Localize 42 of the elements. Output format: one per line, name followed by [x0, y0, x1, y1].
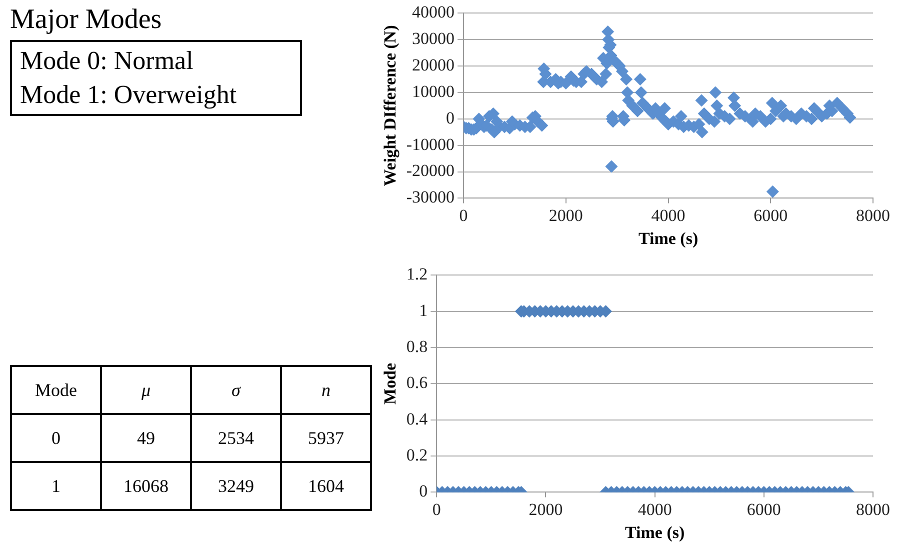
text: Mode 1: Overweight: [20, 79, 238, 111]
y-tick-label: -20000: [406, 161, 455, 180]
x-tick-label: 6000: [754, 206, 788, 225]
x-tick-label: 0: [459, 206, 468, 225]
data-label: 2534: [191, 414, 281, 462]
y-tick-label: 0.6: [406, 373, 428, 392]
y-tick-label: 1: [419, 300, 428, 320]
text: Mode 0: Normal: [20, 45, 194, 77]
y-tick-label: 0.2: [406, 446, 428, 464]
x-tick-label: 4000: [651, 206, 686, 225]
x-axis-title: Time (s): [638, 229, 698, 248]
x-tick-label: 8000: [856, 500, 890, 519]
y-tick-label: -30000: [406, 188, 455, 207]
data-label: 1604: [281, 462, 371, 510]
x-axis-title: Time (s): [624, 523, 685, 542]
x-tick-label: 8000: [856, 206, 890, 225]
x-tick-label: 2000: [548, 206, 583, 225]
data-label: 16068: [101, 462, 191, 510]
text: Major Modes: [10, 4, 163, 36]
x-tick-label: 2000: [528, 500, 563, 519]
x-tick-label: n: [281, 366, 371, 414]
y-tick-label: 0.4: [406, 409, 428, 428]
y-axis-title: Mode: [380, 362, 400, 404]
y-axis-title: Mode: [11, 366, 101, 414]
x-tick-label: 4000: [638, 500, 672, 519]
data-label: 49: [101, 414, 191, 462]
y-tick-label: -10000: [406, 134, 455, 154]
y-tick-label: 0: [446, 108, 455, 128]
y-tick-label: 10000: [412, 82, 455, 101]
x-tick-label: σ: [191, 366, 281, 414]
y-tick-label: 1.2: [406, 264, 428, 284]
y-tick-label: 20000: [412, 56, 455, 75]
data-label: 5937: [281, 414, 371, 462]
x-tick-label: μ: [101, 366, 191, 414]
y-tick-label: 40000: [412, 2, 455, 22]
y-tick-label: 30000: [412, 29, 455, 48]
data-label: 3249: [191, 462, 281, 510]
y-tick-label: 0: [419, 482, 428, 501]
x-tick-label: 6000: [746, 500, 781, 519]
y-axis-title: Weight DIfference (N): [380, 25, 400, 186]
y-tick-label: 0.8: [406, 337, 428, 356]
y-tick-label: 1: [11, 462, 101, 510]
